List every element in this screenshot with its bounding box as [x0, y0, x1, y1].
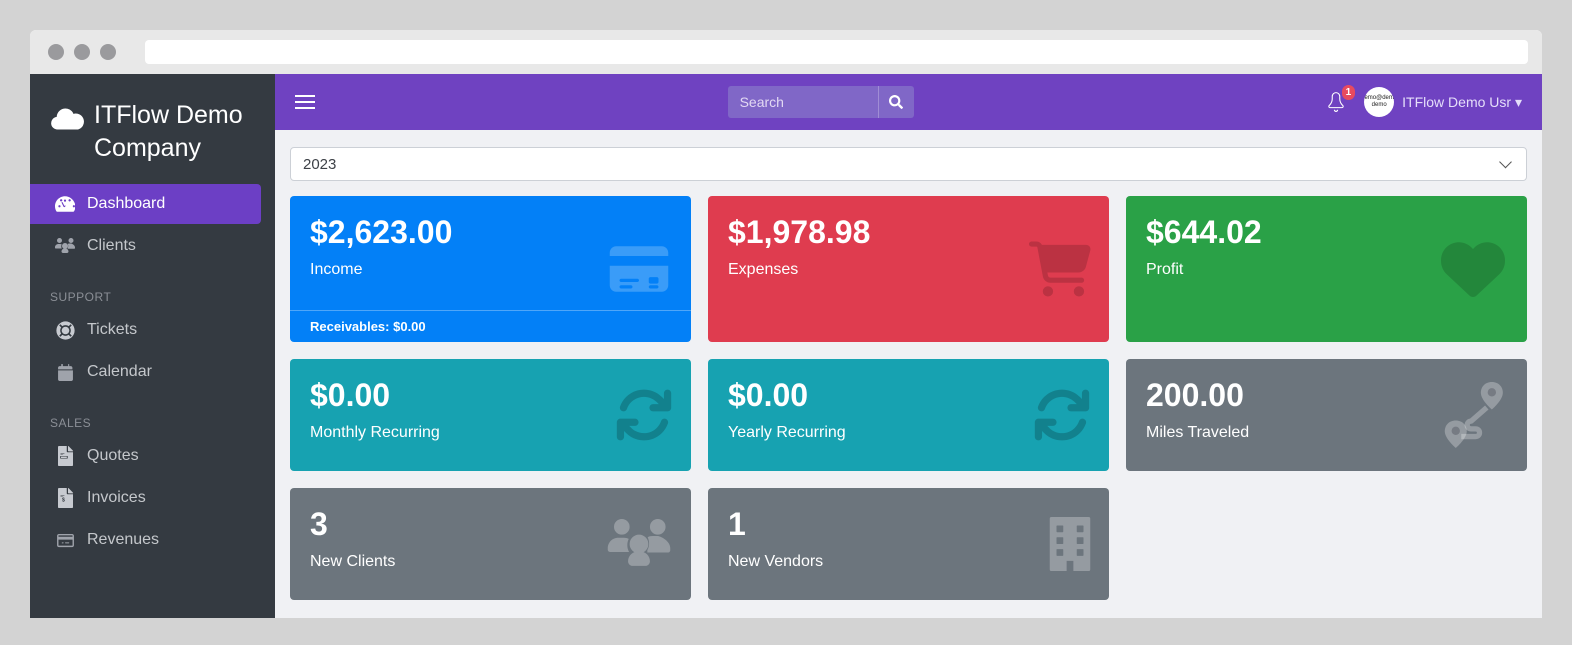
- svg-text:$: $: [62, 497, 65, 503]
